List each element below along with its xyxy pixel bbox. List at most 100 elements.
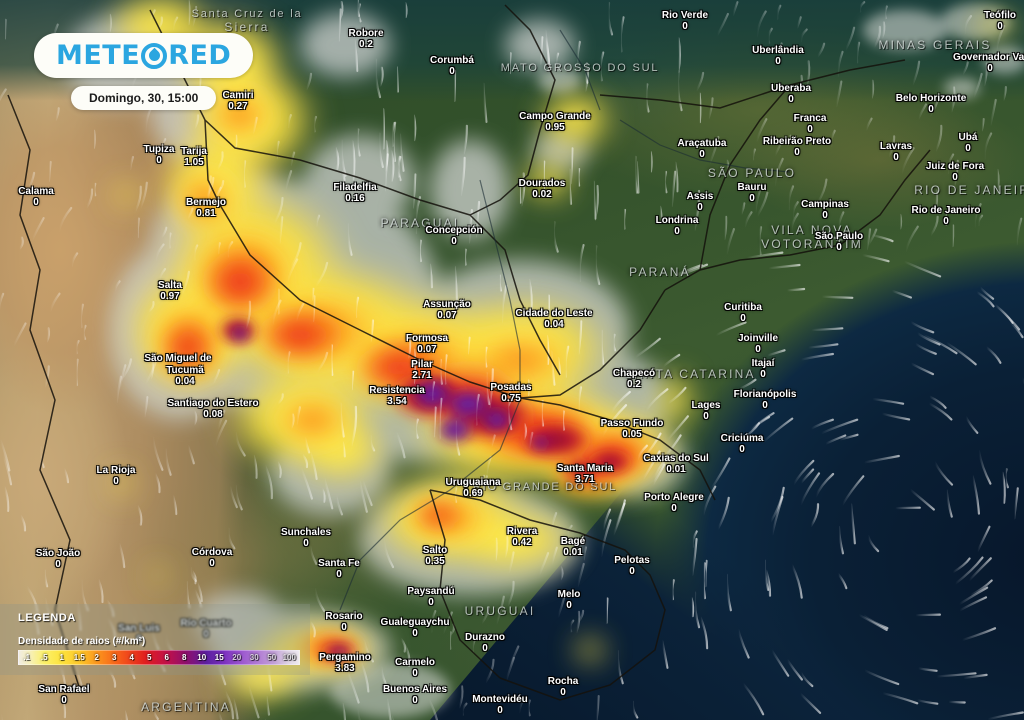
forecast-datetime-badge[interactable]: Domingo, 30, 15:00 <box>70 86 217 110</box>
legend-tick: 1 <box>59 653 64 662</box>
city-name: Salta <box>158 280 182 291</box>
city-label: Salta 0.97 <box>158 280 182 302</box>
city-lightning-value: 1.05 <box>184 157 204 168</box>
legend-title: LEGENDA <box>18 612 76 624</box>
city-lightning-value: 0 <box>560 687 566 698</box>
city-lightning-value: 0 <box>997 21 1003 32</box>
city-lightning-value: 0.81 <box>196 208 216 219</box>
city-name: Calama <box>18 186 54 197</box>
city-label: Passo Fundo 0.05 <box>601 418 664 440</box>
region-label: MATO GROSSO DO SUL <box>500 62 660 74</box>
city-label: Santiago do Estero 0.08 <box>167 398 258 420</box>
city-lightning-value: 0 <box>822 210 828 221</box>
legend-tick: .1 <box>23 653 31 662</box>
city-name: Carmelo <box>394 657 436 668</box>
droplet-in-o-icon <box>141 42 168 69</box>
city-name: Cidade do Leste <box>515 308 593 319</box>
city-name: Durazno <box>465 632 505 643</box>
legend-colorbar-wrap: .1 .5 1 1.5 2 3 4 5 6 8 10 15 20 30 50 100 <box>18 650 300 665</box>
legend-tick: 3 <box>112 653 117 662</box>
city-lightning-value: 0 <box>788 94 794 105</box>
city-lightning-value: 0 <box>794 147 800 158</box>
city-lightning-value: 3.71 <box>575 474 595 485</box>
city-name: Santa Fe <box>318 558 360 569</box>
city-name: Araçatuba <box>677 138 727 149</box>
city-label: Rocha 0 <box>548 676 579 698</box>
city-lightning-value: 0 <box>697 202 703 213</box>
city-label: Rio Verde 0 <box>662 10 708 32</box>
city-label: Resistencia 3.54 <box>369 385 425 407</box>
city-lightning-value: 0 <box>61 695 67 706</box>
city-label: São Paulo 0 <box>815 231 863 253</box>
legend-tick: 100 <box>282 653 296 662</box>
region-label: RIO GRANDE DO SUL <box>472 481 618 493</box>
city-lightning-value: 0.97 <box>160 291 180 302</box>
city-name: Rio de Janeiro <box>911 205 981 216</box>
city-lightning-value: 0 <box>156 155 162 166</box>
city-label: Ribeirão Preto 0 <box>763 136 831 158</box>
city-name: Bauru <box>737 182 767 193</box>
city-label: Tucumã 0.04 <box>166 365 204 387</box>
legend-subtitle: Densidade de raios (#/km²) <box>18 636 146 647</box>
city-name: Santa Maria <box>556 463 614 474</box>
city-name: Pergamino <box>319 652 371 663</box>
city-lightning-value: 0 <box>428 597 434 608</box>
city-lightning-value: 3.54 <box>387 396 407 407</box>
city-lightning-value: 0 <box>928 104 934 115</box>
city-name: Resistencia <box>369 385 425 396</box>
city-label: Campinas 0 <box>801 199 849 221</box>
region-label: RIO DE JANEIRO <box>914 183 1024 197</box>
city-name: Formosa <box>405 333 449 344</box>
city-label: Robore 0.2 <box>349 28 384 50</box>
city-label: Lages 0 <box>692 400 721 422</box>
city-lightning-value: 0 <box>629 566 635 577</box>
city-name: Londrina <box>655 215 699 226</box>
city-name: Montevidéu <box>472 694 528 705</box>
city-lightning-value: 0 <box>566 600 572 611</box>
city-label: Melo 0 <box>558 589 581 611</box>
meteored-logo[interactable]: METE RED <box>34 33 254 78</box>
city-label: Formosa 0.07 <box>406 333 448 355</box>
city-name: Córdova <box>191 547 233 558</box>
legend-panel: LEGENDA Densidade de raios (#/km²) .1 .5 1… <box>0 604 310 675</box>
city-label: Itajaí 0 <box>752 358 775 380</box>
city-lightning-value: 0 <box>740 313 746 324</box>
meteored-logo-text: METE RED <box>56 42 231 69</box>
city-name: Gualeguaychu <box>380 617 450 628</box>
city-label: Tarija 1.05 <box>181 146 207 168</box>
city-label: Campo Grande 0.95 <box>519 111 591 133</box>
region-label: URUGUAI <box>464 604 536 618</box>
city-lightning-value: 0.2 <box>627 379 641 390</box>
city-name: Itajaí <box>751 358 775 369</box>
city-label: Franca 0 <box>794 113 827 135</box>
city-lightning-value: 0 <box>303 538 309 549</box>
city-lightning-value: 0.07 <box>437 310 457 321</box>
city-label: Pergamino 3.83 <box>319 652 371 674</box>
city-label: Araçatuba 0 <box>678 138 727 160</box>
city-name: Santiago do Estero <box>167 398 259 409</box>
city-label: Pelotas 0 <box>614 555 650 577</box>
city-name: Pilar <box>411 359 433 370</box>
city-label: San Rafael 0 <box>38 684 89 706</box>
city-label: Cidade do Leste 0.04 <box>515 308 592 330</box>
city-lightning-value: 0 <box>412 628 418 639</box>
city-label: Ubá 0 <box>959 132 978 154</box>
city-name: Tupiza <box>143 144 175 155</box>
city-name: Pelotas <box>614 555 650 566</box>
legend-tick: 15 <box>214 653 224 662</box>
city-label: Filadelfia 0.16 <box>333 182 376 204</box>
city-name: São Miguel de <box>144 353 212 364</box>
city-lightning-value: 0.16 <box>345 193 365 204</box>
city-label: Rio de Janeiro 0 <box>912 205 981 227</box>
city-lightning-value: 0 <box>497 705 503 716</box>
city-lightning-value: 0 <box>755 344 761 355</box>
region-label: Santa Cruz de la <box>191 8 303 20</box>
city-lightning-value: 0.2 <box>359 39 373 50</box>
city-name: Bagé <box>560 536 586 547</box>
city-lightning-value: 0 <box>893 152 899 163</box>
city-name: San Rafael <box>38 684 90 695</box>
city-lightning-value: 0.95 <box>545 122 565 133</box>
city-label: Sunchales 0 <box>281 527 331 549</box>
city-label: Florianópolis 0 <box>734 389 797 411</box>
city-label: Assunção 0.07 <box>423 299 471 321</box>
